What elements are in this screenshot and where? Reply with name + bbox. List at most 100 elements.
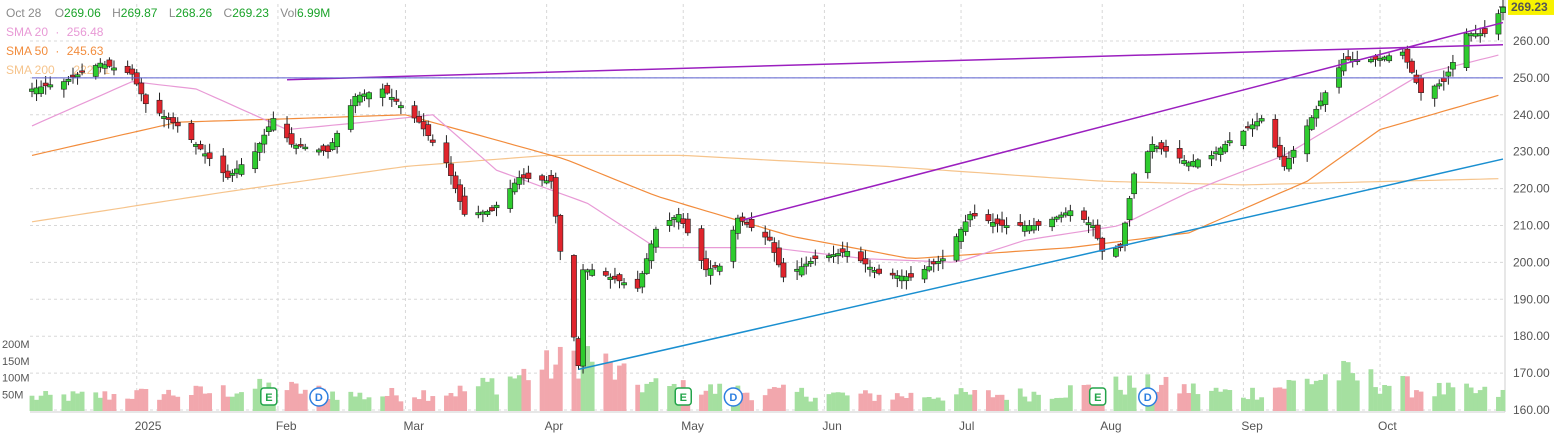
candle — [939, 249, 946, 270]
volume-bar — [553, 364, 559, 411]
volume-bar — [1409, 397, 1415, 411]
volume-bar — [43, 391, 49, 411]
candle-body — [525, 172, 532, 179]
candle — [798, 257, 805, 278]
candle — [812, 249, 819, 266]
candle-body — [174, 122, 181, 127]
volume-bar — [1441, 394, 1447, 411]
candle-body — [270, 118, 277, 131]
volume-bar — [1309, 384, 1315, 411]
candle-body — [1276, 144, 1283, 158]
volume-bar — [762, 395, 768, 411]
volume-bar — [1304, 378, 1310, 411]
trendlines[interactable] — [32, 21, 1504, 371]
earnings-badge[interactable]: E — [260, 387, 278, 406]
candle-body — [908, 273, 914, 278]
earnings-badge[interactable]: E — [1088, 387, 1107, 406]
candle — [238, 158, 245, 177]
volume-bar — [1241, 397, 1246, 411]
volume-bar — [1118, 389, 1123, 411]
dividend-badge[interactable]: D — [723, 387, 744, 407]
candle-body — [557, 215, 564, 252]
candle — [1240, 129, 1247, 150]
volume-bar — [926, 397, 932, 411]
sma50-legend[interactable]: SMA 50 · 245.63 — [6, 42, 338, 61]
volume-bar — [890, 399, 896, 411]
volume-bar — [580, 343, 586, 411]
volume-bar — [1131, 387, 1137, 411]
candle — [457, 179, 463, 211]
volume-bar — [220, 385, 226, 411]
volume-bar — [894, 393, 900, 411]
grid — [30, 0, 1506, 413]
volume-bar — [1400, 375, 1406, 411]
volume-bar — [808, 401, 814, 411]
candle-body — [571, 255, 577, 338]
volume-bar — [872, 400, 877, 411]
sma20-line — [31, 54, 1499, 263]
volume-bar — [803, 396, 809, 411]
volume-bar — [1049, 398, 1055, 411]
volume-bar — [539, 369, 545, 411]
time-tick-label: May — [681, 419, 704, 433]
volume-bar — [125, 398, 131, 411]
candle — [1418, 75, 1424, 101]
candle — [958, 226, 964, 250]
candle — [876, 264, 882, 276]
candle — [1003, 217, 1010, 235]
candle-body — [261, 134, 268, 145]
dividend-badge-letter: D — [1144, 392, 1152, 404]
volume-bar — [252, 388, 258, 411]
earnings-badge-letter: E — [680, 392, 687, 404]
candle — [703, 250, 709, 277]
volume-bar — [1368, 369, 1374, 411]
candle — [47, 76, 54, 90]
candle-body — [197, 144, 204, 150]
volume-bar — [357, 392, 363, 411]
volume-bar — [972, 390, 978, 411]
ohlc-row: Oct 28 O269.06 H269.87 L268.26 C269.23 V… — [6, 4, 338, 23]
dividend-badge[interactable]: D — [309, 387, 329, 407]
candle-body — [347, 105, 354, 130]
volume-bar — [995, 394, 1000, 411]
candle-body — [771, 242, 778, 253]
volume-bar — [858, 393, 864, 411]
candlesticks[interactable] — [29, 0, 1506, 374]
candle — [921, 264, 928, 284]
volume-bar — [1336, 380, 1342, 411]
candle — [1181, 155, 1188, 166]
candle — [1035, 219, 1042, 231]
candle — [1085, 216, 1092, 234]
candle — [511, 178, 518, 195]
volume-bar — [161, 394, 167, 411]
sma20-legend[interactable]: SMA 20 · 256.48 — [6, 23, 338, 42]
volume-bar — [1031, 391, 1037, 411]
volume-bar — [771, 387, 777, 411]
volume-bar — [1026, 401, 1032, 411]
candle-body — [990, 222, 996, 227]
candle — [571, 254, 577, 342]
candle — [539, 173, 545, 187]
candle-body — [443, 142, 450, 164]
candle — [807, 257, 814, 268]
dividend-badge[interactable]: D — [1138, 387, 1158, 407]
candle — [461, 187, 468, 217]
candle — [142, 93, 149, 113]
volume-bar — [507, 376, 513, 411]
candle — [730, 226, 737, 269]
candle — [1304, 119, 1311, 162]
sma50-label: SMA 50 — [6, 44, 49, 58]
volume-bar — [79, 391, 85, 411]
earnings-badge[interactable]: E — [674, 387, 692, 406]
candle — [1322, 90, 1329, 112]
candle — [42, 76, 49, 95]
volume-bar — [1067, 385, 1073, 411]
volume-bar — [999, 394, 1005, 411]
candle — [1067, 204, 1074, 222]
volume-bar — [1127, 375, 1132, 411]
candle — [1049, 216, 1056, 232]
candle — [357, 91, 363, 106]
candle — [1272, 114, 1279, 149]
